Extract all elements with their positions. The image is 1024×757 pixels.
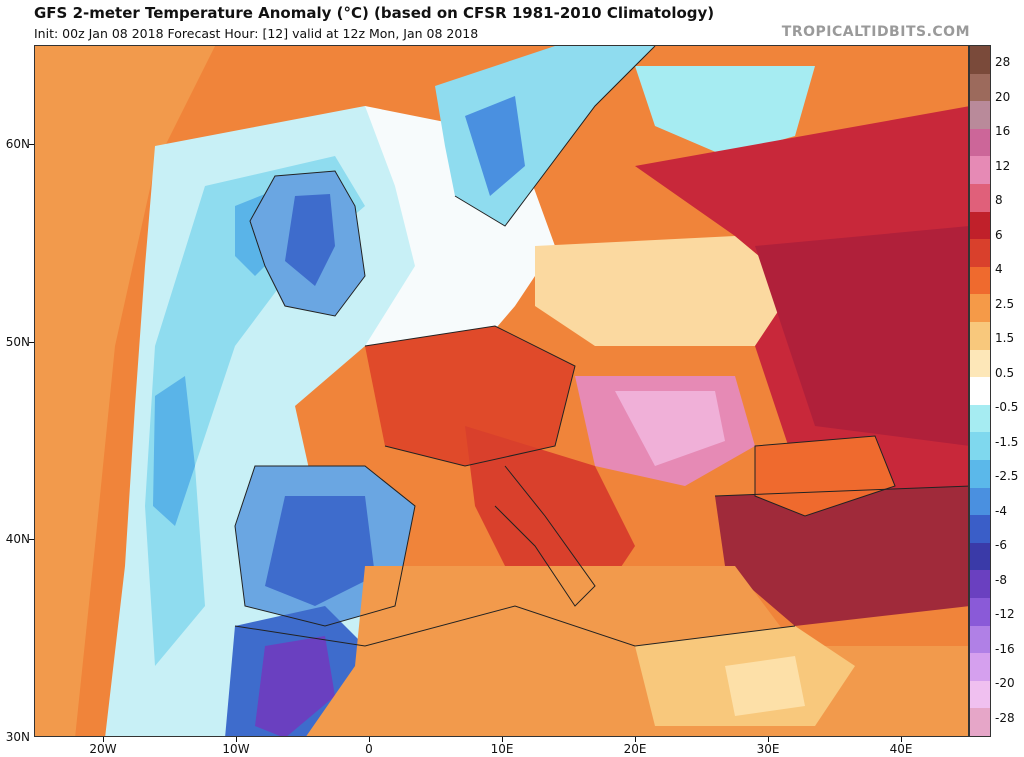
lon-label-30e: 30E [756,742,780,756]
colorbar-segment [970,542,990,571]
lat-tick [29,144,34,145]
temperature-anomaly-map [34,45,969,737]
colorbar-segment [970,322,990,351]
lon-tick [369,737,370,742]
lon-tick [635,737,636,742]
colorbar-segment [970,487,990,516]
colorbar-label: -20 [995,676,1015,690]
colorbar-segment [970,515,990,544]
lat-label-60n: 60N [5,137,30,151]
colorbar-segment [970,73,990,102]
colorbar-label: -1.5 [995,434,1019,449]
colorbar-segment [970,653,990,682]
lon-label-10e: 10E [490,742,514,756]
colorbar [969,45,991,737]
colorbar-label: 16 [995,124,1011,138]
colorbar-label: 8 [995,193,1003,207]
lon-tick [103,737,104,742]
colorbar-label: -28 [995,710,1015,725]
lon-label-20w: 20W [89,742,117,756]
colorbar-segment [970,377,990,406]
lon-label-40e: 40E [889,742,913,756]
lat-label-50n: 50N [5,335,30,349]
colorbar-segment [970,128,990,157]
colorbar-segment [970,598,990,627]
colorbar-label: -8 [995,572,1007,587]
colorbar-segment [970,101,990,130]
colorbar-label: 4 [995,262,1003,276]
colorbar-label: 0.5 [995,365,1015,380]
colorbar-label: 28 [995,55,1011,69]
colorbar-label: -4 [995,503,1007,518]
colorbar-segment [970,404,990,433]
colorbar-label: -12 [995,607,1015,621]
colorbar-label: -6 [995,538,1007,552]
colorbar-segment [970,708,990,737]
lat-label-40n: 40N [5,532,30,546]
lat-label-30n: 30N [5,730,30,744]
colorbar-label: 2.5 [995,296,1015,311]
colorbar-segment [970,570,990,599]
colorbar-segment [970,239,990,268]
lon-label-10w: 10W [222,742,250,756]
colorbar-segment [970,460,990,489]
lon-tick [901,737,902,742]
map-title: GFS 2-meter Temperature Anomaly (°C) (ba… [34,4,715,22]
colorbar-segment [970,294,990,323]
lon-label-0: 0 [365,742,373,756]
colorbar-segment [970,349,990,378]
lat-tick [29,342,34,343]
colorbar-label: 20 [995,89,1011,104]
colorbar-label: -2.5 [995,469,1019,483]
lon-tick [236,737,237,742]
colorbar-segment [970,432,990,461]
colorbar-segment [970,46,990,75]
colorbar-segment [970,184,990,213]
colorbar-segment [970,211,990,240]
lon-label-20e: 20E [623,742,647,756]
colorbar-segment [970,625,990,654]
colorbar-segment [970,156,990,185]
lon-tick [768,737,769,742]
colorbar-segment [970,680,990,709]
colorbar-label: -16 [995,641,1015,656]
colorbar-label: 6 [995,227,1003,242]
lon-tick [502,737,503,742]
brand-watermark: TROPICALTIDBITS.COM [781,24,970,40]
colorbar-label: 12 [995,158,1011,173]
map-subtitle: Init: 00z Jan 08 2018 Forecast Hour: [12… [34,26,479,41]
lat-tick [29,539,34,540]
colorbar-label: 1.5 [995,331,1015,345]
map-canvas [35,46,968,736]
colorbar-label: -0.5 [995,400,1019,414]
colorbar-segment [970,266,990,295]
